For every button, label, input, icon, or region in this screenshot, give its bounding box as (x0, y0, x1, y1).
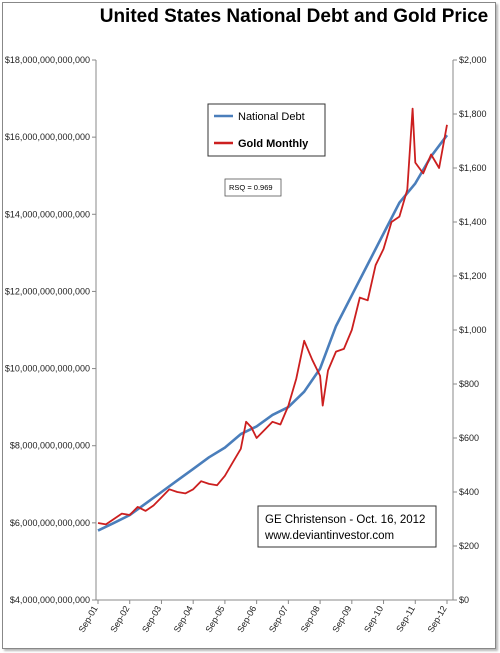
left-axis-ticks: $4,000,000,000,000 $6,000,000,000,000 $8,0… (5, 55, 96, 605)
right-tick-label: $0 (459, 595, 469, 605)
legend: National Debt Gold Monthly (207, 103, 326, 157)
credit-author: GE Christenson - Oct. 16, 2012 (265, 514, 425, 526)
right-tick-label: $800 (459, 379, 479, 389)
x-tick-label: Sep-07 (267, 604, 290, 634)
left-tick-label: $14,000,000,000,000 (5, 209, 90, 219)
x-tick-label: Sep-05 (203, 604, 226, 634)
left-tick-label: $10,000,000,000,000 (5, 364, 90, 374)
x-tick-label: Sep-04 (172, 604, 195, 634)
x-tick-label: Sep-10 (362, 604, 385, 634)
credit-website: www.deviantinvestor.com (264, 530, 394, 542)
x-axis-ticks: Sep-01 Sep-02 Sep-03 Sep-04 Sep-05 Sep-06 Sep-… (77, 600, 449, 634)
legend-label-national-debt: National Debt (238, 111, 305, 123)
right-tick-label: $1,400 (459, 217, 487, 227)
right-tick-label: $600 (459, 433, 479, 443)
legend-label-gold-monthly: Gold Monthly (238, 138, 309, 150)
x-tick-label: Sep-08 (299, 604, 322, 634)
legend-box (207, 103, 326, 157)
x-tick-label: Sep-02 (108, 604, 131, 634)
credit-box (257, 505, 437, 548)
right-tick-label: $1,800 (459, 109, 487, 119)
right-tick-label: $1,600 (459, 163, 487, 173)
rsq-box (224, 178, 282, 197)
left-tick-label: $6,000,000,000,000 (10, 518, 90, 528)
right-tick-label: $1,000 (459, 325, 487, 335)
x-tick-label: Sep-11 (394, 604, 417, 634)
rsq-label: RSQ = 0.969 (229, 183, 273, 192)
x-tick-label: Sep-12 (426, 604, 449, 634)
left-tick-label: $16,000,000,000,000 (5, 132, 90, 142)
series-line-gold-monthly (97, 107, 448, 526)
left-tick-label: $18,000,000,000,000 (5, 55, 90, 65)
x-tick-label: Sep-06 (235, 604, 258, 634)
right-tick-label: $200 (459, 541, 479, 551)
credit-annotation: GE Christenson - Oct. 16, 2012 www.devia… (257, 505, 437, 548)
left-tick-label: $4,000,000,000,000 (10, 595, 90, 605)
series-line-national-debt (97, 134, 449, 532)
x-tick-label: Sep-03 (140, 604, 163, 634)
x-tick-label: Sep-09 (330, 604, 353, 634)
chart-title: United States National Debt and Gold Pri… (100, 6, 489, 27)
left-tick-label: $12,000,000,000,000 (5, 286, 90, 296)
left-tick-label: $8,000,000,000,000 (10, 441, 90, 451)
right-tick-label: $2,000 (459, 55, 487, 65)
rsq-annotation: RSQ = 0.969 (224, 178, 282, 197)
right-tick-label: $400 (459, 487, 479, 497)
right-tick-label: $1,200 (459, 271, 487, 281)
right-axis-ticks: $0 $200 $400 $600 $800 $1,000 $1,200 $1,400 $1,6… (453, 55, 487, 605)
x-tick-label: Sep-01 (77, 604, 100, 634)
series-layer (97, 107, 449, 532)
